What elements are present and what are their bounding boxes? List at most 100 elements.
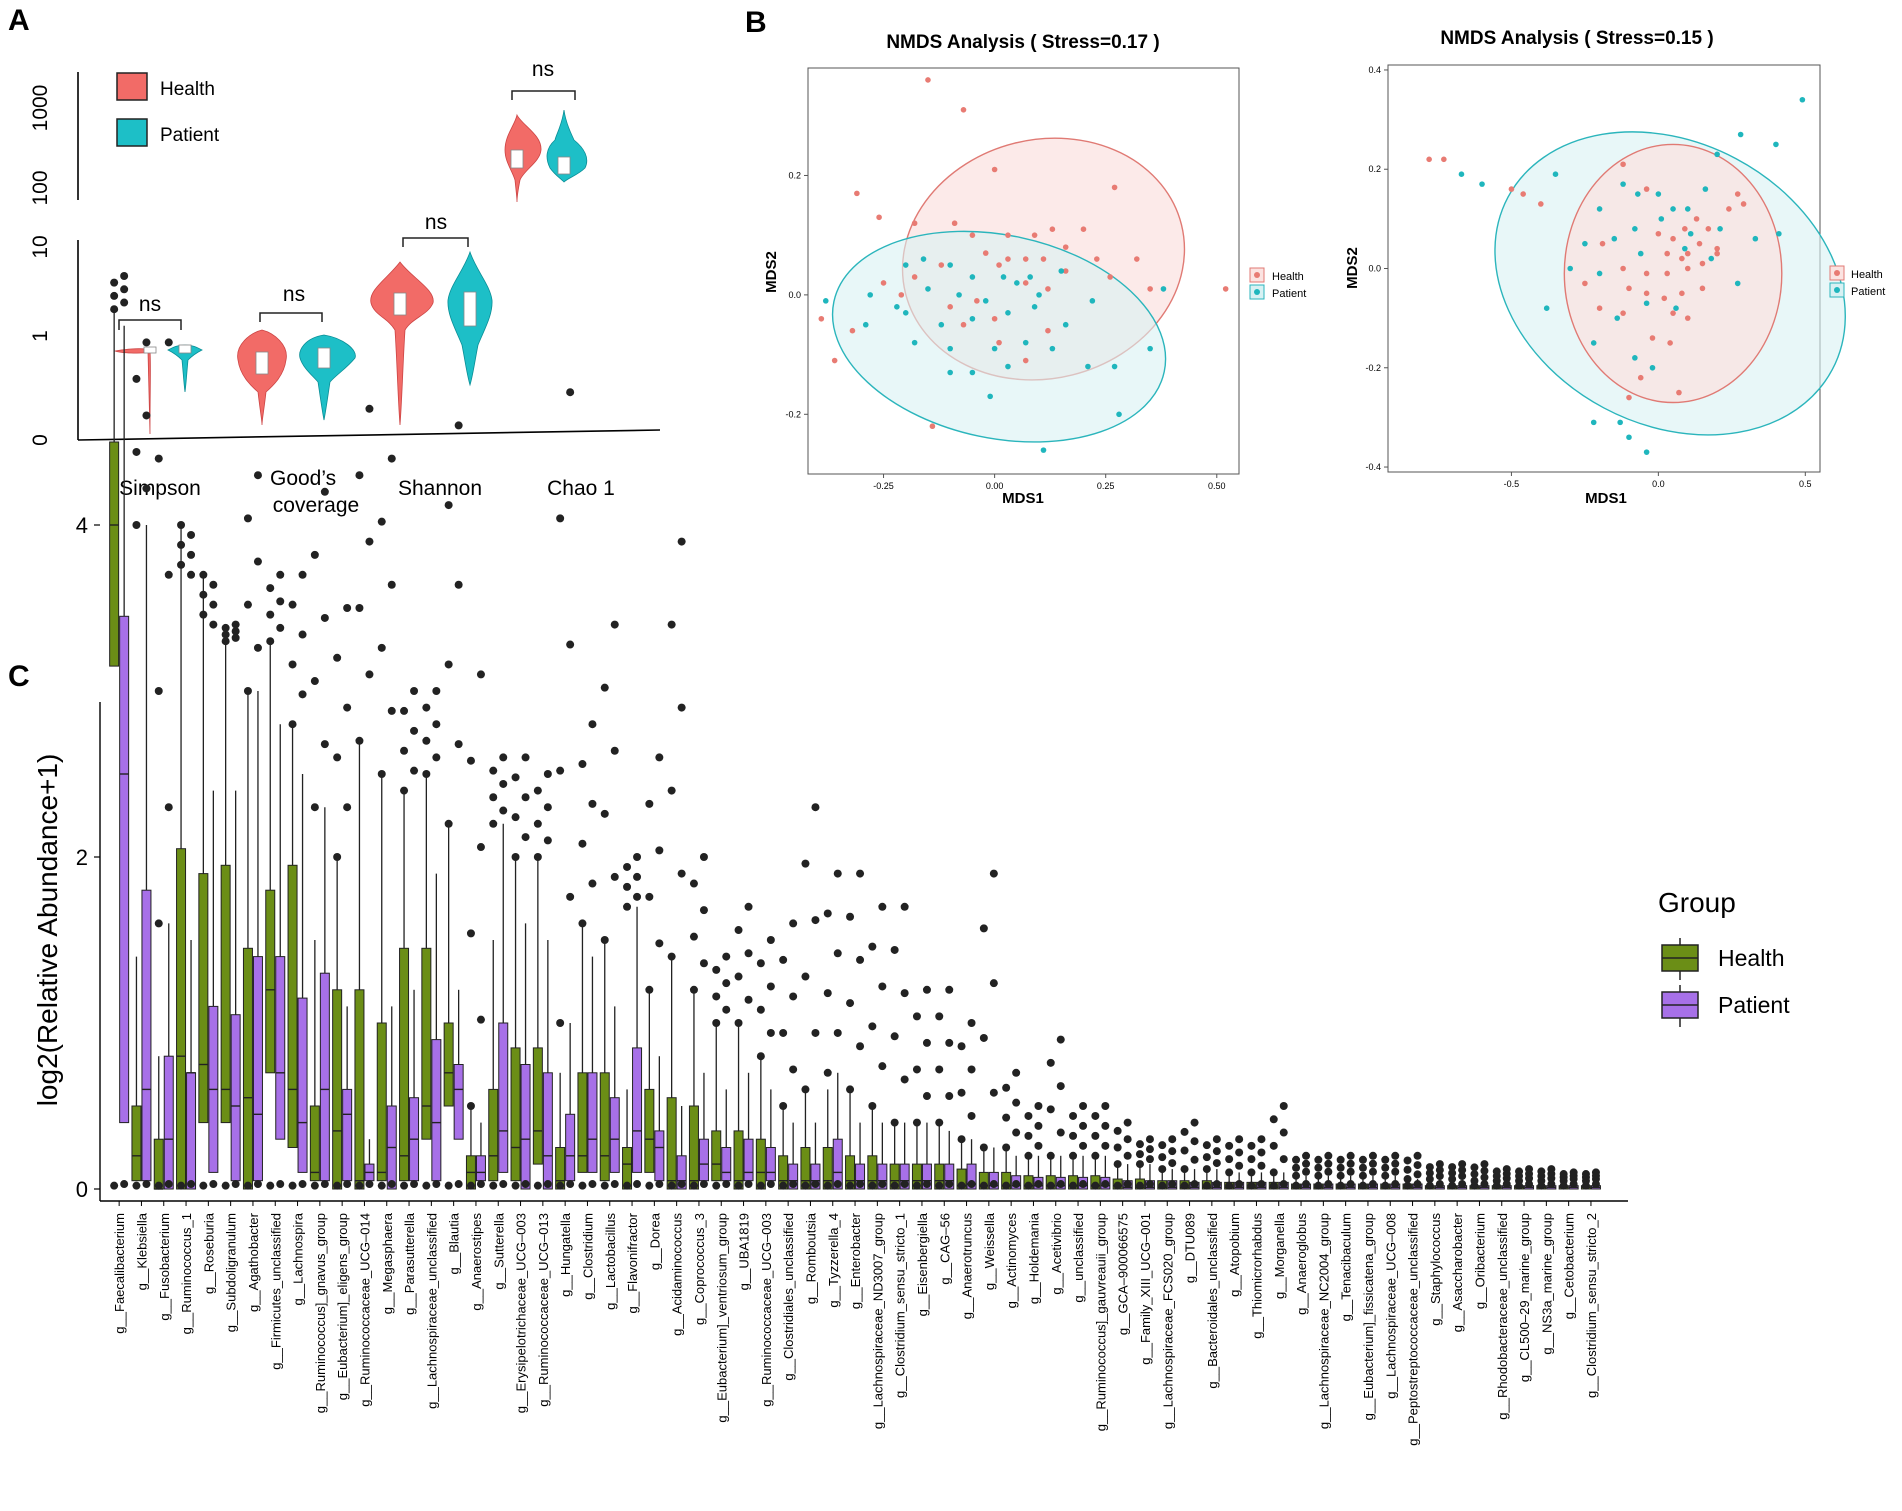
c-box-patient [587,1072,598,1173]
c-outlier [310,1181,319,1190]
c-outlier [110,1181,119,1190]
c-outlier [578,760,587,769]
point-health [1620,161,1626,168]
c-outlier [422,1181,431,1190]
c-category-label: g__Atopobium [1227,1213,1242,1297]
point-patient [969,315,976,322]
c-outlier [1492,1181,1501,1190]
point-health [1643,290,1650,297]
panel-c-boxplot: 0 2 4 log2(Relative Abundance+1) g__Faecal… [32,272,1790,1446]
c-outlier [1135,1140,1144,1149]
category-shannon: Shannon [398,477,482,500]
c-outlier [1002,1181,1011,1190]
c-outlier [1225,1141,1234,1150]
point-patient [1737,131,1744,138]
c-category-label: g__Sutterella [491,1212,506,1289]
c-outlier [1269,1168,1278,1177]
c-outlier [298,570,307,579]
c-outlier [1470,1181,1479,1190]
c-outlier [556,514,565,523]
c-box-patient [721,1147,732,1182]
c-outlier [645,892,654,901]
c-outlier [945,1092,954,1101]
c-outlier [1480,1160,1489,1169]
c-box-health [220,864,231,1124]
c-outlier [935,1012,944,1021]
c-outlier [120,285,129,294]
point-patient [1085,363,1091,370]
violin-shannon-health [370,261,434,426]
c-outlier [1581,1181,1590,1190]
point-patient [1752,235,1759,242]
c-category-label: g__Clostridium_sensu_stricto_2 [1584,1213,1599,1398]
c-outlier [1269,1141,1278,1150]
c-outlier [1034,1141,1043,1150]
c-category-label: g__Anaerostipes [469,1213,484,1311]
c-category-label: g__Parasutterella [402,1212,417,1315]
c-outlier [154,687,163,695]
box-shannon-patient [463,291,477,327]
point-patient [1160,286,1167,292]
c-outlier [1346,1180,1355,1189]
c-outlier [1012,1180,1021,1189]
c-outlier [989,1088,998,1097]
c-outlier [811,1180,820,1189]
c-outlier [1470,1170,1479,1179]
c-outlier [699,959,708,968]
c-category-label: g__Asaccharobacter [1450,1212,1465,1332]
c-outlier [1002,1143,1011,1152]
c-outlier [187,1180,196,1189]
c-box-health [332,989,343,1190]
c-outlier [1346,1151,1355,1160]
c-outlier [142,338,151,347]
point-patient [1031,304,1038,310]
c-outlier [677,537,686,546]
c-outlier [610,620,619,629]
c-outlier [1480,1180,1489,1189]
c-box-health [265,889,276,1074]
c-outlier [957,1042,966,1051]
c-outlier [556,1181,565,1190]
c-outlier [578,839,587,848]
c-outlier [1470,1163,1479,1172]
c-outlier [566,388,575,397]
c-outlier [846,912,855,921]
c-outlier [387,454,396,463]
c-category-label: g__Hungatella [558,1212,573,1297]
c-outlier [878,1180,887,1189]
c-outlier [856,1042,865,1051]
c-outlier [1381,1181,1390,1190]
c-outlier [1202,1181,1211,1190]
c-box-health [242,947,253,1190]
c-outlier [1135,1181,1144,1190]
c-box-patient [475,1155,486,1182]
sig-bracket-goods [259,312,323,322]
c-outlier [1180,1165,1189,1174]
point-patient [1634,191,1641,197]
c-outlier [164,1180,173,1189]
c-outlier [298,690,307,699]
c-outlier [511,853,520,861]
point-patient [982,298,989,304]
c-box-health [755,1138,766,1190]
c-outlier [856,955,865,964]
c-outlier [288,1181,297,1190]
c-outlier [454,580,463,589]
point-health [1040,256,1047,262]
c-outlier [912,1012,921,1021]
c-outlier [957,1135,966,1144]
c-category-label: g__Holdemania [1026,1212,1041,1304]
c-outlier [132,374,141,383]
b1-ticks: -0.25 0.00 0.25 0.50 -0.2 0.0 0.2 [785,170,1225,491]
c-box-patient [252,956,263,1182]
c-outlier [1101,1180,1110,1189]
c-outlier [432,687,441,695]
point-patient [1062,321,1069,328]
c-outlier [1569,1180,1578,1189]
c-outlier [499,753,508,762]
c-outlier [779,955,788,964]
c-outlier [1247,1181,1256,1190]
c-category-label: g__Ruminococcaceae_UCG–014 [357,1213,372,1407]
c-outlier [365,1180,374,1189]
c-outlier [833,1180,842,1189]
